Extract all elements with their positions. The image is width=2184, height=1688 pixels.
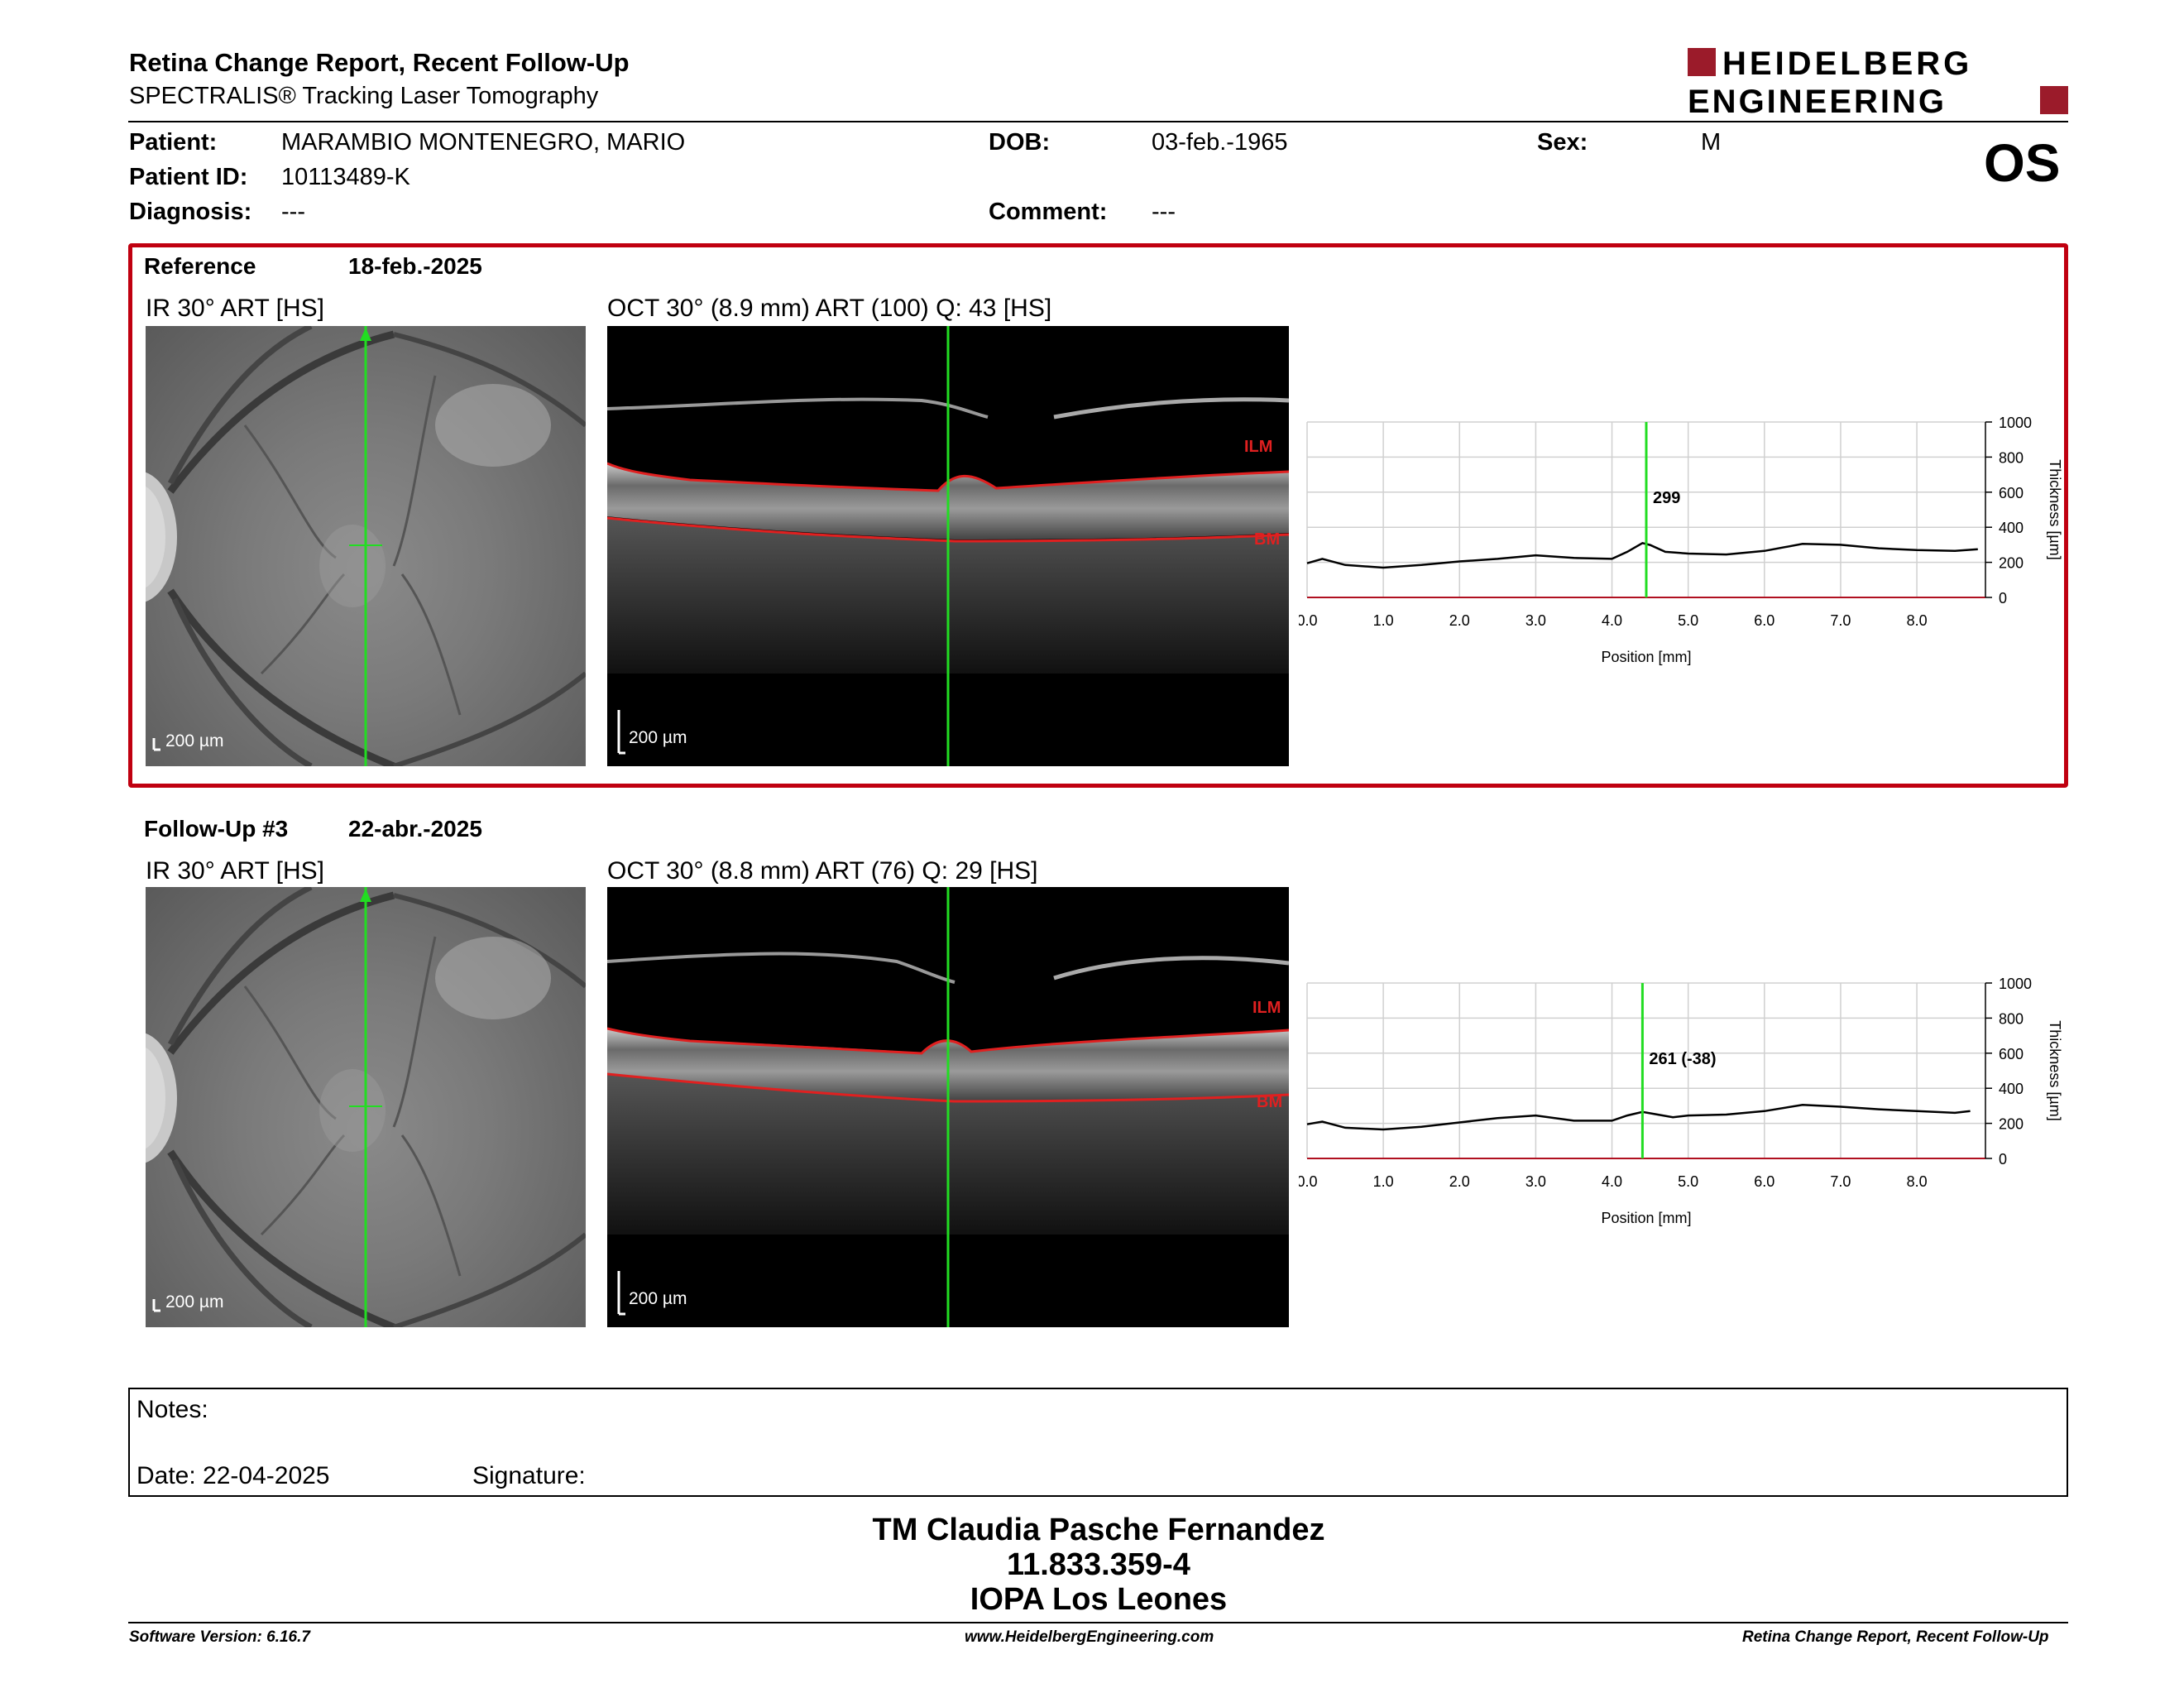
- thickness-series-line: [1306, 1104, 1971, 1131]
- x-tick-label: 2.0: [1449, 1173, 1470, 1190]
- fu-ilm-label: ILM: [1252, 999, 1281, 1017]
- x-tick-label: 8.0: [1907, 612, 1928, 629]
- fu-bm-label: BM: [1257, 1093, 1282, 1111]
- diagnosis-label: Diagnosis:: [129, 199, 252, 225]
- x-tick-label: 3.0: [1525, 1173, 1546, 1190]
- dob-value: 03-feb.-1965: [1152, 129, 1288, 156]
- eye-indicator: OS: [1984, 133, 2061, 193]
- ref-ilm-label: ILM: [1244, 438, 1272, 456]
- ref-bm-label: BM: [1254, 530, 1280, 549]
- oct-bscan: ILM BM: [607, 887, 1289, 1327]
- signature-id: 11.833.359-4: [1007, 1547, 1190, 1582]
- followup-label: Follow-Up #3: [144, 816, 289, 842]
- x-tick-label: 7.0: [1830, 612, 1851, 629]
- marker-value-label: 261 (-38): [1649, 1050, 1716, 1068]
- followup-oct-bscan-image[interactable]: ILM BM 200 µm: [607, 887, 1289, 1327]
- notes-label: Notes:: [136, 1396, 208, 1423]
- x-tick-label: 5.0: [1678, 1173, 1698, 1190]
- followup-oct-caption: OCT 30° (8.8 mm) ART (76) Q: 29 [HS]: [607, 857, 1038, 885]
- signature-institution: IOPA Los Leones: [970, 1582, 1228, 1617]
- reference-box: [128, 243, 2068, 788]
- x-tick-label: 8.0: [1907, 1173, 1928, 1190]
- header-divider: [128, 121, 2068, 122]
- y-tick-label: 600: [1999, 1046, 2024, 1062]
- fundus-vessels: [146, 887, 586, 1327]
- x-tick-label: 4.0: [1602, 1173, 1622, 1190]
- y-tick-label: 1000: [1999, 976, 2032, 992]
- x-tick-label: 0.0: [1299, 1173, 1318, 1190]
- followup-thickness-chart: 0 200 400 600 800 1000 0.0 1.0 2.0 3.0 4.0 5.0 6.0 7.…: [1299, 976, 2063, 1226]
- fundus-vessels: [146, 326, 586, 766]
- software-version: Software Version: 6.16.7: [129, 1628, 310, 1646]
- y-tick-label: 400: [1999, 520, 2024, 536]
- x-tick-label: 4.0: [1602, 612, 1622, 629]
- sex-value: M: [1701, 129, 1722, 156]
- footer-divider: [128, 1622, 2068, 1623]
- y-tick-label: 400: [1999, 1081, 2024, 1097]
- notes-box[interactable]: Notes: Date: 22-04-2025 Signature:: [128, 1388, 2068, 1497]
- x-tick-label: 6.0: [1754, 1173, 1774, 1190]
- x-tick-label: 2.0: [1449, 612, 1470, 629]
- followup-date: 22-abr.-2025: [348, 816, 482, 842]
- x-axis-label: Position [mm]: [1601, 649, 1691, 665]
- reference-oct-caption: OCT 30° (8.9 mm) ART (100) Q: 43 [HS]: [607, 295, 1052, 322]
- y-axis-label: Thickness [µm]: [2047, 1020, 2063, 1120]
- x-tick-label: 0.0: [1299, 612, 1318, 629]
- logo-square-top: [1688, 48, 1716, 76]
- y-tick-label: 0: [1999, 1151, 2007, 1168]
- report-title: Retina Change Report, Recent Follow-Up: [129, 48, 630, 77]
- logo-line2: ENGINEERING: [1688, 84, 1947, 119]
- sex-label: Sex:: [1537, 129, 1588, 156]
- y-axis-label: Thickness [µm]: [2047, 459, 2063, 559]
- x-tick-label: 5.0: [1678, 612, 1698, 629]
- y-tick-label: 0: [1999, 590, 2007, 607]
- x-axis-label: Position [mm]: [1601, 1210, 1691, 1226]
- oct-bscan: ILM BM: [607, 326, 1289, 766]
- y-tick-label: 800: [1999, 1010, 2024, 1027]
- logo-line1: HEIDELBERG: [1722, 46, 1972, 82]
- footer-report-name: Retina Change Report, Recent Follow-Up: [1742, 1628, 2049, 1646]
- x-tick-label: 1.0: [1373, 1173, 1394, 1190]
- patient-label: Patient:: [129, 129, 218, 156]
- y-tick-label: 600: [1999, 485, 2024, 501]
- y-tick-label: 200: [1999, 1116, 2024, 1133]
- x-tick-label: 3.0: [1525, 612, 1546, 629]
- patient-id: 10113489-K: [281, 164, 410, 190]
- x-tick-label: 1.0: [1373, 612, 1394, 629]
- followup-ir-caption: IR 30° ART [HS]: [146, 857, 324, 885]
- notes-date: Date: 22-04-2025: [136, 1462, 330, 1489]
- signature-name: TM Claudia Pasche Fernandez: [872, 1513, 1325, 1547]
- comment-label: Comment:: [989, 199, 1108, 225]
- dob-label: DOB:: [989, 129, 1051, 156]
- y-tick-label: 800: [1999, 449, 2024, 466]
- reference-label: Reference: [144, 253, 256, 279]
- reference-oct-bscan-image[interactable]: ILM BM 200 µm: [607, 326, 1289, 766]
- reference-oct-scale: 200 µm: [629, 728, 687, 747]
- diagnosis-value: ---: [281, 199, 305, 225]
- thickness-series-line: [1306, 541, 1978, 569]
- y-tick-label: 200: [1999, 555, 2024, 572]
- reference-ir-scale: 200 µm: [165, 731, 224, 750]
- followup-ir-fundus-image[interactable]: 200 µm: [146, 887, 586, 1327]
- website-link[interactable]: www.HeidelbergEngineering.com: [965, 1628, 1214, 1646]
- comment-value: ---: [1152, 199, 1176, 225]
- marker-value-label: 299: [1653, 489, 1680, 507]
- x-tick-label: 7.0: [1830, 1173, 1851, 1190]
- reference-ir-caption: IR 30° ART [HS]: [146, 295, 324, 322]
- y-tick-label: 1000: [1999, 415, 2032, 431]
- heidelberg-logo: HEIDELBERG ENGINEERING: [1688, 46, 2068, 119]
- reference-thickness-chart: 0 200 400 600 800 1000 0.0 1.0 2.0 3.0 4.0 5.0 6.0 7.…: [1299, 415, 2063, 665]
- reference-ir-fundus-image[interactable]: 200 µm: [146, 326, 586, 766]
- logo-square-bottom: [2040, 86, 2068, 114]
- patient-id-label: Patient ID:: [129, 164, 248, 190]
- reference-date: 18-feb.-2025: [348, 253, 482, 279]
- signature-label: Signature:: [472, 1462, 586, 1489]
- followup-oct-scale: 200 µm: [629, 1289, 687, 1308]
- report-subtitle: SPECTRALIS® Tracking Laser Tomography: [129, 83, 599, 109]
- x-tick-label: 6.0: [1754, 612, 1774, 629]
- followup-ir-scale: 200 µm: [165, 1292, 224, 1312]
- patient-name: MARAMBIO MONTENEGRO, MARIO: [281, 129, 686, 156]
